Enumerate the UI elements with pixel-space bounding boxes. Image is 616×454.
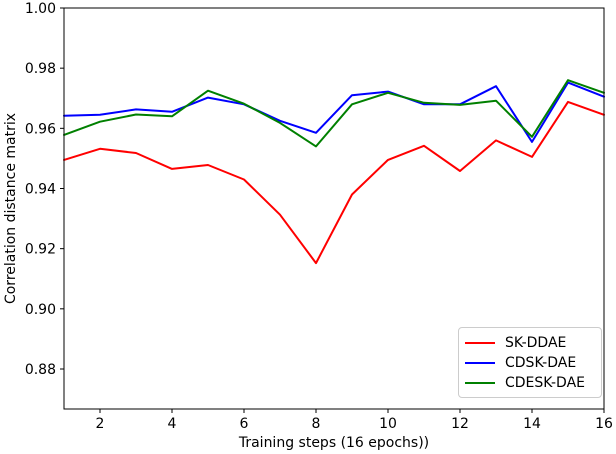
y-axis-label: Correlation distance matrix — [3, 113, 19, 304]
legend-line-sample-green — [465, 381, 495, 384]
y-tick-label: 0.98 — [25, 61, 56, 77]
x-tick-label: 8 — [312, 416, 321, 432]
series-line-cdesk-dae — [63, 79, 605, 148]
x-tick-label: 14 — [523, 416, 541, 432]
x-tick-label: 2 — [96, 416, 105, 432]
legend-item: SK-DDAE — [465, 333, 593, 352]
y-tick-label: 0.94 — [25, 181, 56, 197]
y-tick-label: 0.96 — [25, 121, 56, 137]
x-tick-label: 10 — [379, 416, 397, 432]
legend-item: CDESK-DAE — [465, 373, 593, 392]
series-line-sk-ddae — [63, 100, 605, 265]
legend-line-sample-blue — [465, 361, 495, 364]
legend-label: SK-DDAE — [505, 334, 567, 351]
legend-label: CDESK-DAE — [505, 374, 586, 391]
y-tick-label: 0.90 — [25, 302, 56, 318]
x-tick-label: 4 — [168, 416, 177, 432]
y-tick-label: 1.00 — [25, 1, 56, 17]
legend-label: CDSK-DAE — [505, 354, 577, 371]
legend: SK-DDAE CDSK-DAE CDESK-DAE — [458, 327, 602, 398]
x-tick-label: 16 — [595, 416, 613, 432]
series-line-cdsk-dae — [63, 81, 605, 143]
plot-spines — [63, 7, 605, 410]
x-axis-label: Training steps (16 epochs)) — [238, 435, 429, 451]
y-tick-label: 0.88 — [25, 362, 56, 378]
legend-line-sample-red — [465, 341, 495, 344]
axis-tick-labels: 0.88 0.90 0.92 0.94 0.96 0.98 1.00 2 4 6 8 10 12 14 16 — [25, 1, 613, 432]
y-tick-label: 0.92 — [25, 242, 56, 258]
axis-ticks — [60, 7, 605, 413]
series-lines — [63, 79, 605, 265]
x-tick-label: 6 — [240, 416, 249, 432]
x-tick-label: 12 — [451, 416, 469, 432]
legend-item: CDSK-DAE — [465, 353, 593, 372]
